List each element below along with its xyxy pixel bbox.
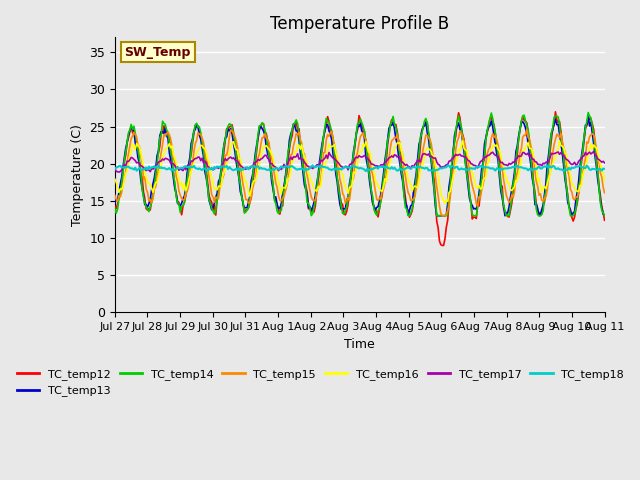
Y-axis label: Temperature (C): Temperature (C) [70, 124, 84, 226]
Text: SW_Temp: SW_Temp [125, 46, 191, 59]
Legend: TC_temp12, TC_temp13, TC_temp14, TC_temp15, TC_temp16, TC_temp17, TC_temp18: TC_temp12, TC_temp13, TC_temp14, TC_temp… [12, 365, 628, 401]
Title: Temperature Profile B: Temperature Profile B [270, 15, 449, 33]
X-axis label: Time: Time [344, 337, 375, 350]
